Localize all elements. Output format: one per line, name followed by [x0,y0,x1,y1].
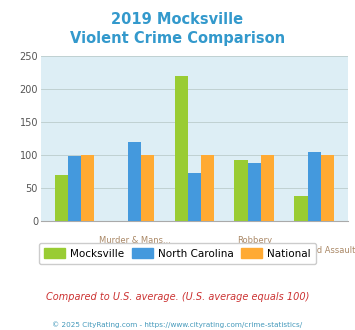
Bar [248,163,261,221]
Legend: Mocksville, North Carolina, National: Mocksville, North Carolina, National [39,243,316,264]
Bar [175,76,188,221]
Text: Aggravated Assault: Aggravated Assault [273,246,355,255]
Bar [261,155,274,221]
Bar [55,175,68,221]
Bar [307,152,321,221]
Text: Rape: Rape [184,246,205,255]
Bar [188,173,201,221]
Bar [294,196,307,221]
Bar [141,155,154,221]
Bar [68,156,81,221]
Text: Compared to U.S. average. (U.S. average equals 100): Compared to U.S. average. (U.S. average … [46,292,309,302]
Bar [321,155,334,221]
Text: Murder & Mans...: Murder & Mans... [99,236,170,245]
Text: © 2025 CityRating.com - https://www.cityrating.com/crime-statistics/: © 2025 CityRating.com - https://www.city… [53,322,302,328]
Bar [81,155,94,221]
Text: All Violent Crime: All Violent Crime [39,246,110,255]
Bar [235,160,248,221]
Text: Violent Crime Comparison: Violent Crime Comparison [70,31,285,46]
Bar [201,155,214,221]
Text: 2019 Mocksville: 2019 Mocksville [111,12,244,26]
Text: Robbery: Robbery [237,236,272,245]
Bar [128,142,141,221]
